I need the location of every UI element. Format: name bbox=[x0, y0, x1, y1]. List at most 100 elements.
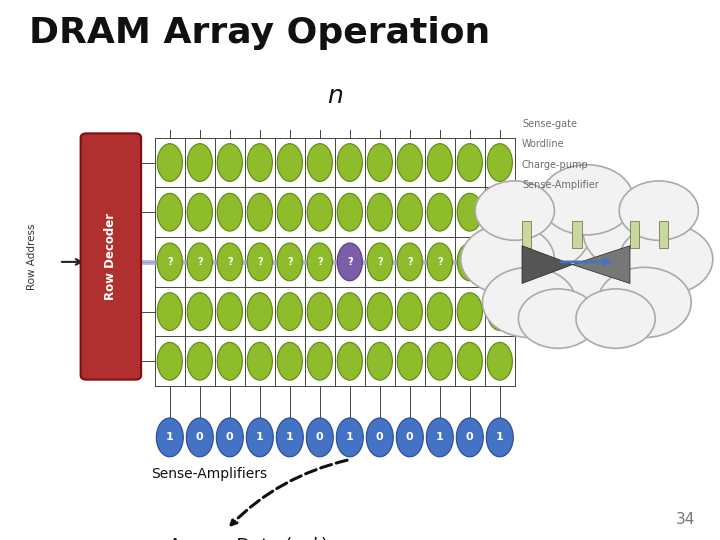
Ellipse shape bbox=[157, 342, 182, 380]
Ellipse shape bbox=[486, 418, 513, 457]
Ellipse shape bbox=[247, 193, 272, 231]
Text: ?: ? bbox=[257, 257, 263, 267]
Bar bbox=[630, 221, 639, 248]
Text: 0: 0 bbox=[316, 433, 323, 442]
Circle shape bbox=[619, 181, 698, 240]
Ellipse shape bbox=[427, 144, 452, 181]
Text: ?: ? bbox=[407, 257, 413, 267]
Text: Wordline: Wordline bbox=[522, 139, 564, 150]
Ellipse shape bbox=[187, 342, 212, 380]
Circle shape bbox=[497, 192, 677, 327]
Ellipse shape bbox=[427, 193, 452, 231]
Ellipse shape bbox=[217, 342, 243, 380]
Text: Charge-pump: Charge-pump bbox=[522, 160, 589, 170]
Ellipse shape bbox=[367, 144, 392, 181]
Text: ?: ? bbox=[227, 257, 233, 267]
Text: Sense-Amplifiers: Sense-Amplifiers bbox=[151, 467, 267, 481]
Bar bbox=[659, 221, 668, 248]
Ellipse shape bbox=[277, 144, 302, 181]
Ellipse shape bbox=[337, 342, 362, 380]
Ellipse shape bbox=[427, 342, 452, 380]
Ellipse shape bbox=[427, 243, 452, 281]
Text: ): ) bbox=[320, 537, 328, 540]
Text: 34: 34 bbox=[675, 511, 695, 526]
Ellipse shape bbox=[157, 243, 182, 281]
Circle shape bbox=[619, 224, 713, 294]
Ellipse shape bbox=[157, 144, 182, 181]
Text: 1: 1 bbox=[166, 433, 174, 442]
Ellipse shape bbox=[217, 144, 243, 181]
Ellipse shape bbox=[487, 144, 513, 181]
Ellipse shape bbox=[307, 144, 333, 181]
Text: 1: 1 bbox=[346, 433, 354, 442]
Text: Access Data (column: Access Data (column bbox=[169, 537, 364, 540]
Text: n: n bbox=[311, 537, 323, 540]
Ellipse shape bbox=[337, 193, 362, 231]
Ellipse shape bbox=[307, 193, 333, 231]
Ellipse shape bbox=[157, 293, 182, 330]
Text: ?: ? bbox=[197, 257, 202, 267]
Text: 1: 1 bbox=[286, 433, 294, 442]
Text: 1: 1 bbox=[496, 433, 504, 442]
Ellipse shape bbox=[247, 243, 272, 281]
Text: Sense-Amplifier: Sense-Amplifier bbox=[522, 180, 599, 191]
Ellipse shape bbox=[487, 293, 513, 330]
Ellipse shape bbox=[337, 293, 362, 330]
Ellipse shape bbox=[367, 243, 392, 281]
Ellipse shape bbox=[457, 243, 482, 281]
Text: ?: ? bbox=[437, 257, 443, 267]
Text: 1: 1 bbox=[436, 433, 444, 442]
Ellipse shape bbox=[487, 243, 513, 281]
Text: 0: 0 bbox=[226, 433, 233, 442]
Text: ?: ? bbox=[377, 257, 382, 267]
Ellipse shape bbox=[277, 342, 302, 380]
Ellipse shape bbox=[396, 418, 423, 457]
Text: 1: 1 bbox=[256, 433, 264, 442]
Circle shape bbox=[583, 192, 691, 273]
Text: ?: ? bbox=[497, 257, 503, 267]
Ellipse shape bbox=[217, 293, 243, 330]
Ellipse shape bbox=[397, 243, 423, 281]
Text: ?: ? bbox=[287, 257, 292, 267]
Ellipse shape bbox=[427, 293, 452, 330]
Ellipse shape bbox=[487, 193, 513, 231]
Ellipse shape bbox=[156, 418, 184, 457]
Ellipse shape bbox=[457, 342, 482, 380]
Ellipse shape bbox=[366, 418, 393, 457]
Ellipse shape bbox=[367, 342, 392, 380]
Ellipse shape bbox=[187, 193, 212, 231]
Ellipse shape bbox=[246, 418, 274, 457]
Ellipse shape bbox=[277, 293, 302, 330]
Text: Sense-gate: Sense-gate bbox=[522, 119, 577, 129]
Polygon shape bbox=[572, 246, 630, 284]
Ellipse shape bbox=[307, 342, 333, 380]
Ellipse shape bbox=[187, 243, 212, 281]
Text: DRAM Array Operation: DRAM Array Operation bbox=[29, 16, 490, 50]
Circle shape bbox=[540, 165, 634, 235]
Ellipse shape bbox=[187, 144, 212, 181]
Polygon shape bbox=[522, 246, 572, 284]
Text: 0: 0 bbox=[196, 433, 204, 442]
Ellipse shape bbox=[157, 193, 182, 231]
Ellipse shape bbox=[217, 243, 243, 281]
Text: 0: 0 bbox=[406, 433, 413, 442]
Ellipse shape bbox=[457, 293, 482, 330]
Text: ?: ? bbox=[317, 257, 323, 267]
Ellipse shape bbox=[336, 418, 364, 457]
Ellipse shape bbox=[367, 193, 392, 231]
Ellipse shape bbox=[276, 418, 303, 457]
Ellipse shape bbox=[307, 293, 333, 330]
FancyBboxPatch shape bbox=[81, 133, 141, 380]
Text: Row Decoder: Row Decoder bbox=[104, 213, 117, 300]
Ellipse shape bbox=[457, 144, 482, 181]
Ellipse shape bbox=[337, 144, 362, 181]
Circle shape bbox=[461, 224, 554, 294]
Bar bbox=[522, 221, 531, 248]
Ellipse shape bbox=[487, 342, 513, 380]
Ellipse shape bbox=[217, 193, 243, 231]
Ellipse shape bbox=[187, 293, 212, 330]
Circle shape bbox=[482, 192, 590, 273]
Bar bbox=[572, 221, 582, 248]
Ellipse shape bbox=[277, 193, 302, 231]
Circle shape bbox=[576, 289, 655, 348]
